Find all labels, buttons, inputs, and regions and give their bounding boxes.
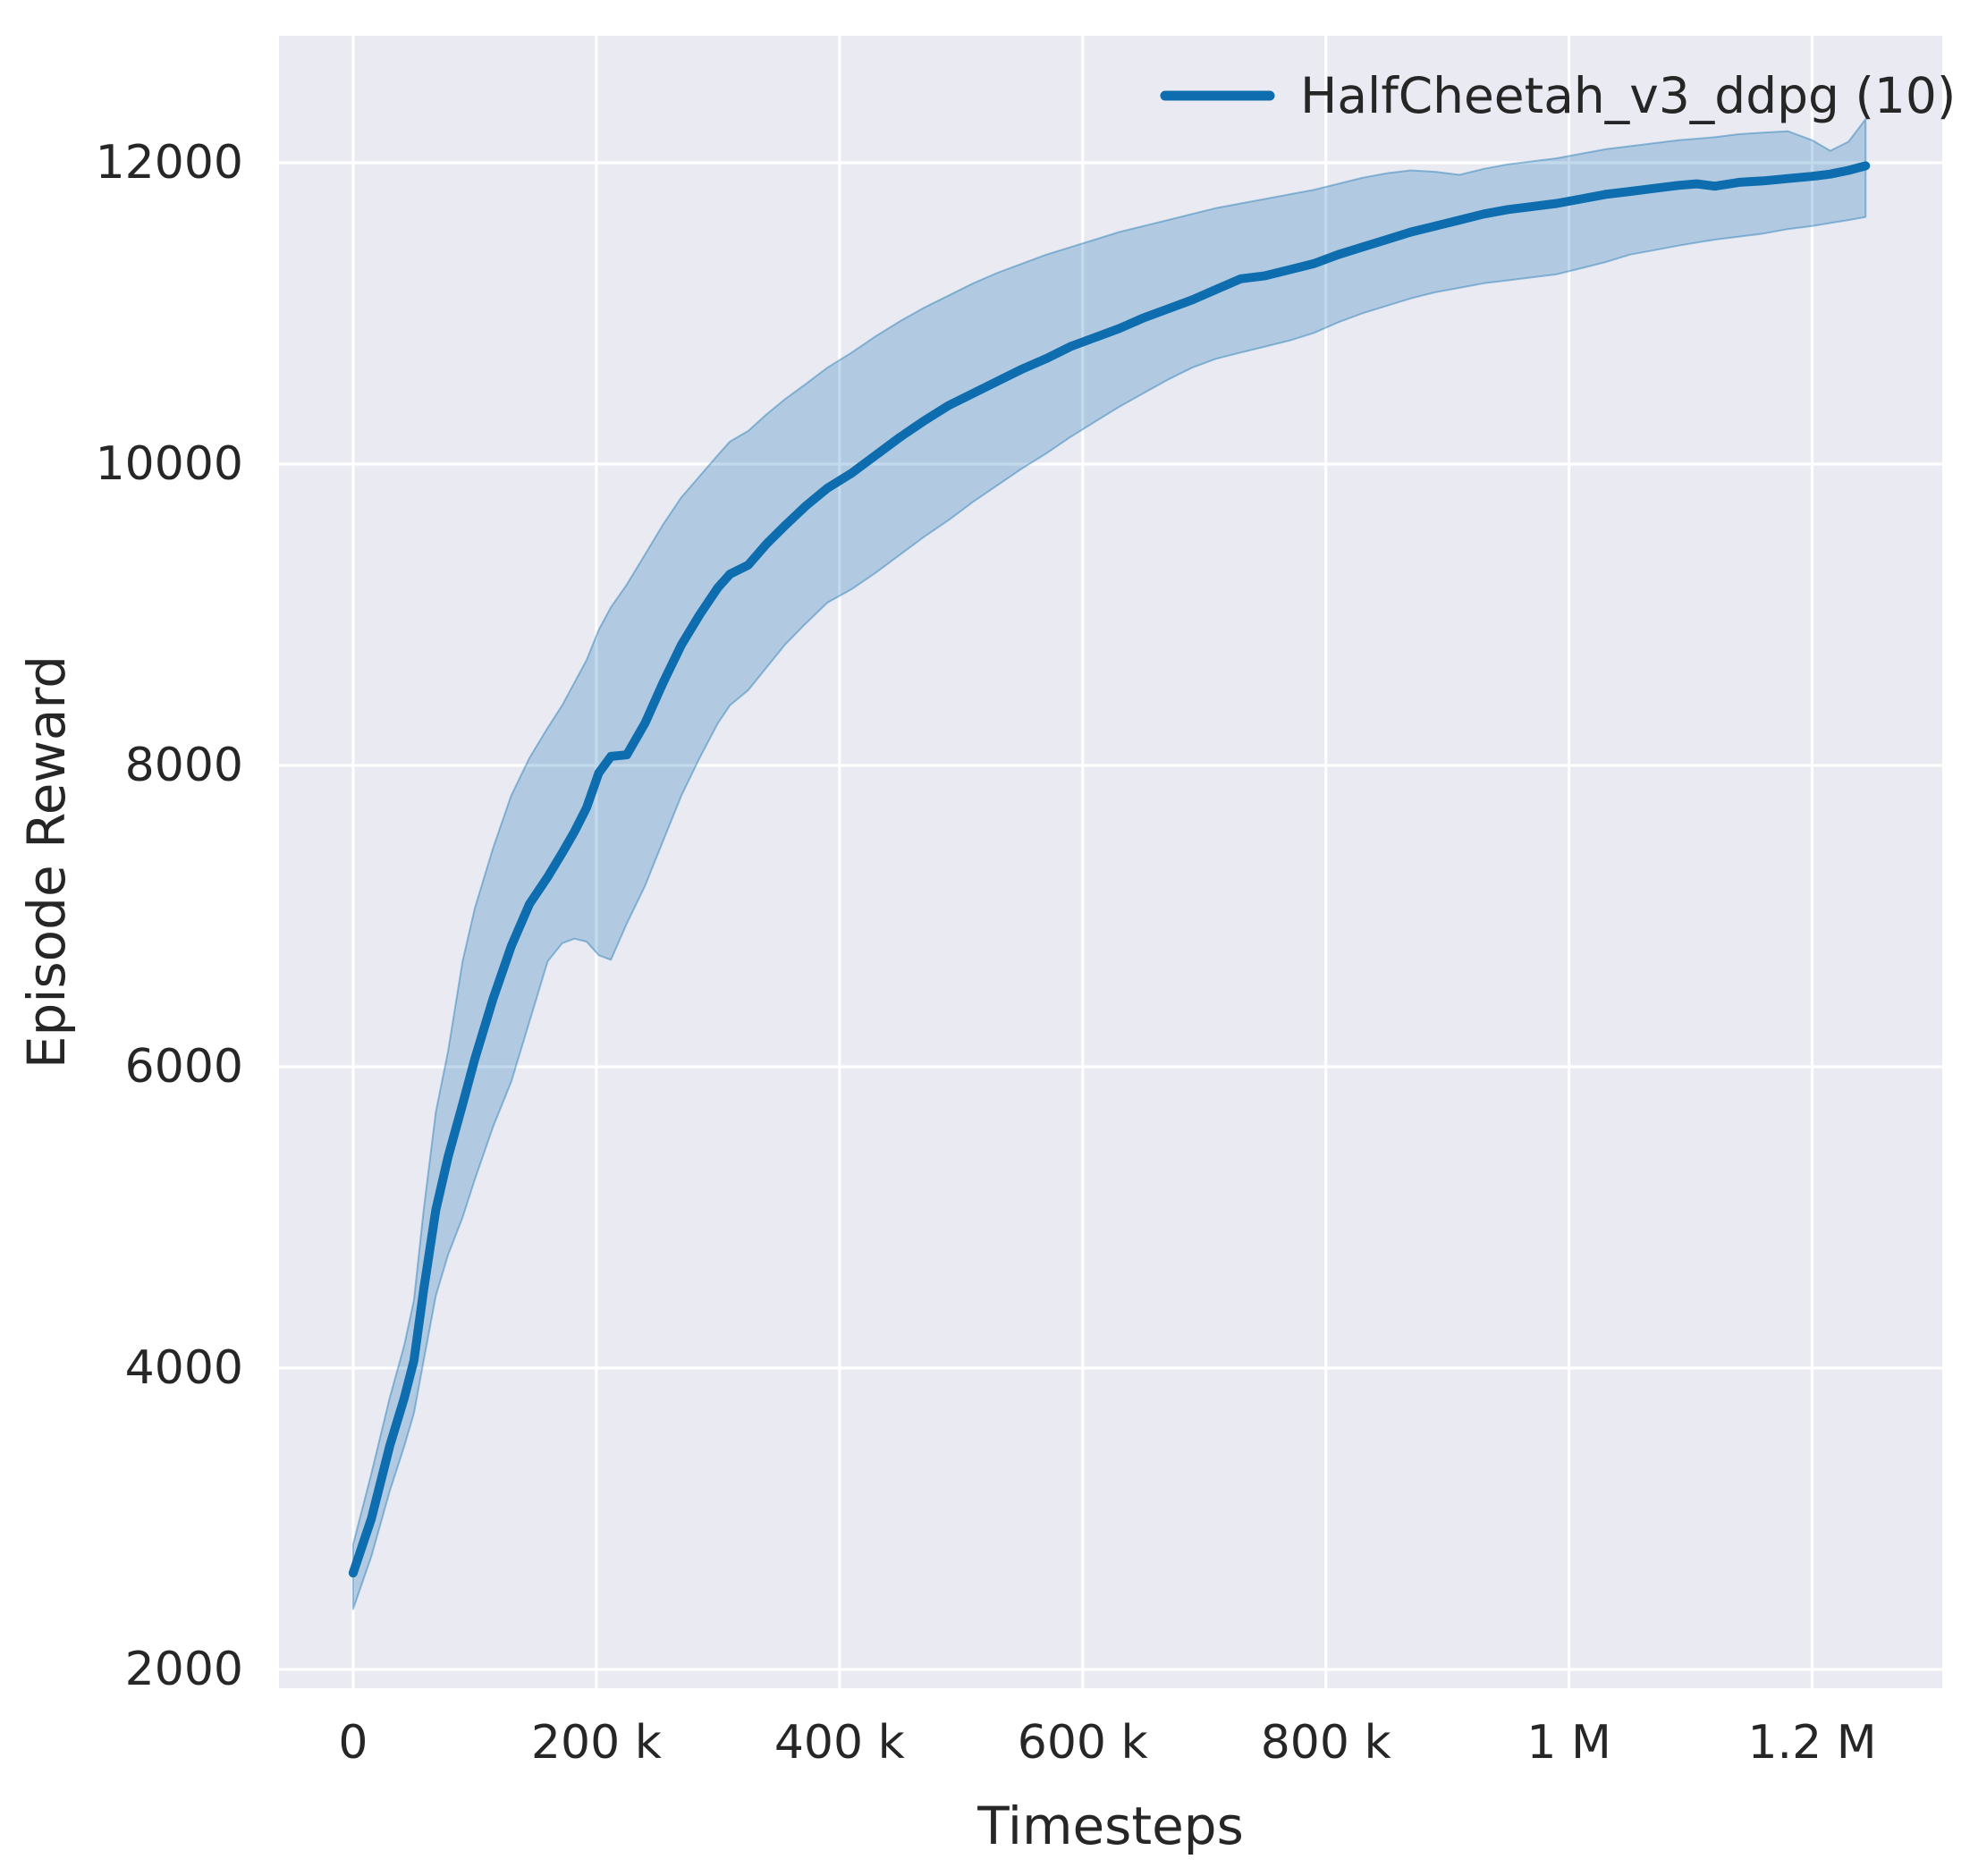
- x-tick-label: 200 k: [531, 1716, 662, 1770]
- x-tick-label: 0: [338, 1716, 368, 1770]
- tick-labels: 0 200 k 400 k 600 k 800 k 1 M 1.2 M 2000 4000 600…: [96, 136, 1877, 1770]
- y-tick-label: 4000: [125, 1341, 243, 1395]
- x-tick-label: 1.2 M: [1747, 1716, 1876, 1770]
- confidence-band: [351, 118, 1867, 1610]
- y-tick-label: 10000: [96, 437, 243, 491]
- y-tick-label: 12000: [96, 136, 243, 190]
- plot-area: [279, 36, 1942, 1688]
- x-tick-label: 1 M: [1526, 1716, 1610, 1770]
- x-tick-label: 600 k: [1018, 1716, 1148, 1770]
- y-tick-label: 6000: [125, 1040, 243, 1094]
- legend: HalfCheetah_v3_ddpg (10): [1160, 67, 1956, 124]
- y-axis-label: Episode Reward: [16, 655, 77, 1069]
- y-tick-label: 8000: [125, 739, 243, 792]
- y-tick-label: 2000: [125, 1643, 243, 1696]
- x-axis-label: Timesteps: [976, 1796, 1244, 1856]
- x-tick-label: 800 k: [1261, 1716, 1391, 1770]
- x-tick-label: 400 k: [774, 1716, 905, 1770]
- legend-label: HalfCheetah_v3_ddpg (10): [1300, 67, 1956, 124]
- series-line: [348, 161, 1871, 1578]
